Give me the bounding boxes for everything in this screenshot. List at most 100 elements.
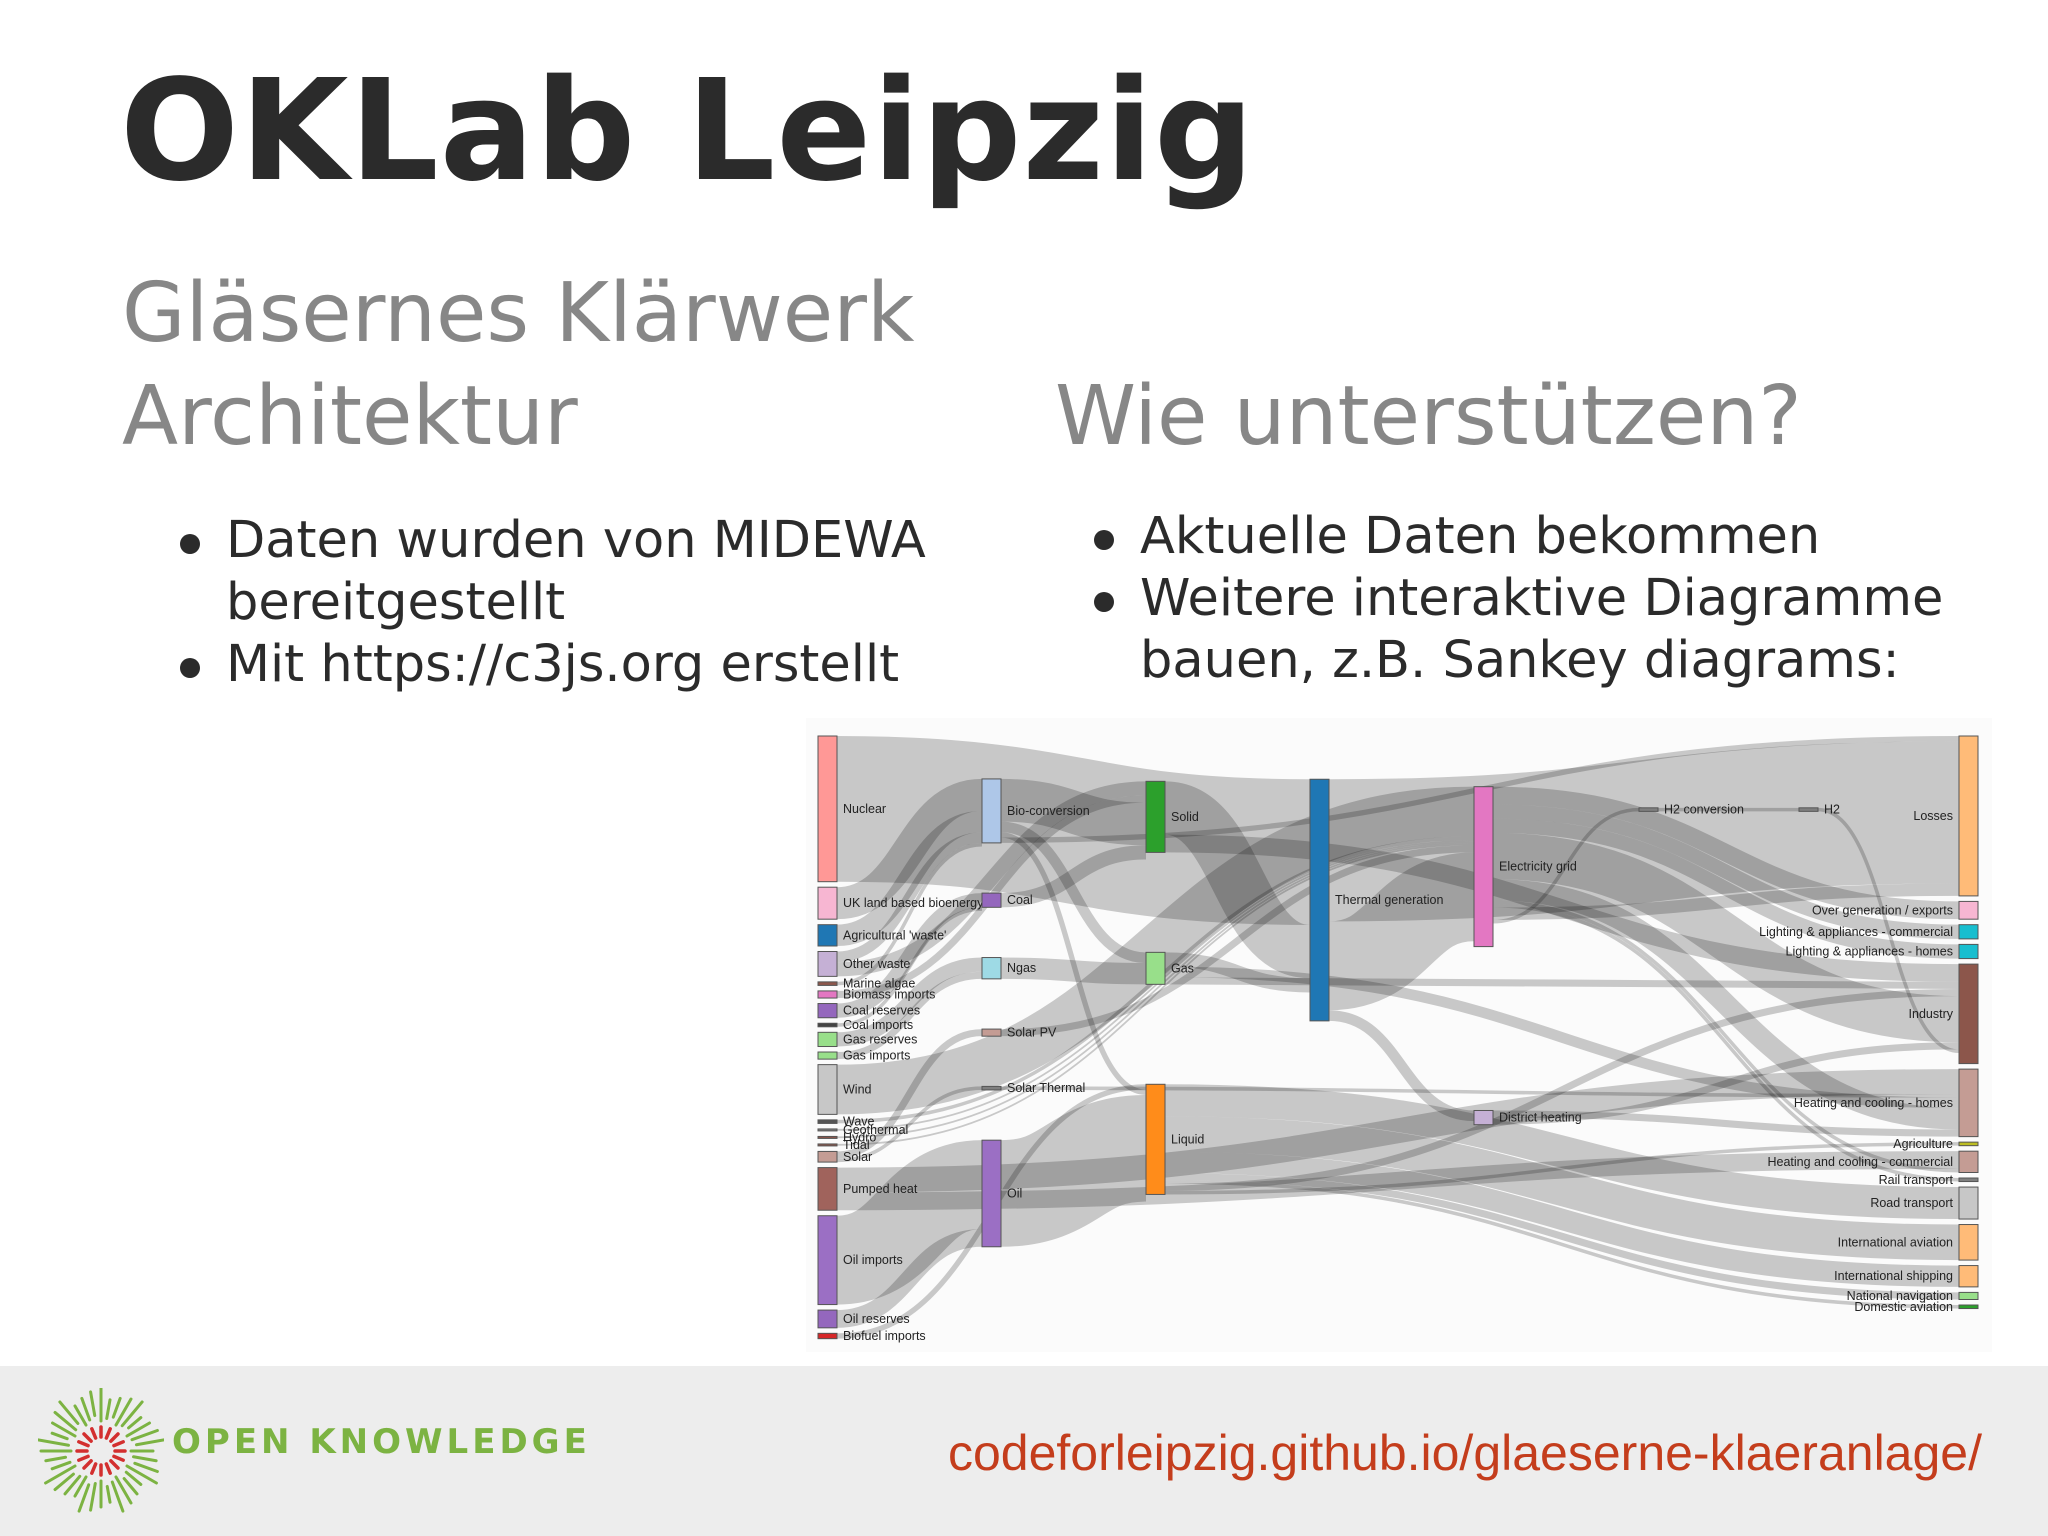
open-knowledge-logo-icon [38, 1388, 164, 1513]
sankey-link-coal_imports-to-coal [836, 907, 983, 1027]
sankey-node-label: Solar Thermal [1007, 1081, 1085, 1095]
bullet-dot-icon [180, 534, 200, 554]
sankey-node-h2 [1798, 807, 1819, 812]
logo-ray [50, 1431, 69, 1441]
org-name: OPEN KNOWLEDGE [172, 1422, 591, 1462]
logo-inner-ray [112, 1440, 125, 1448]
sankey-node-gas_reserves [817, 1031, 838, 1048]
sankey-link-thermal_generation-to-losses [1328, 741, 1960, 922]
sankey-node-label: Agriculture [1893, 1137, 1953, 1151]
sankey-node-gas [1145, 951, 1166, 985]
sankey-node-label: Nuclear [843, 802, 886, 816]
bullet-text: Aktuelle Daten bekommen [1140, 507, 1821, 566]
sankey-link-liquid-to-road_transport [1164, 1084, 1960, 1220]
sankey-node-label: Domestic aviation [1854, 1300, 1953, 1314]
logo-ray [50, 1460, 72, 1471]
logo-ray [44, 1455, 68, 1463]
logo-ray [105, 1398, 112, 1421]
logo-ray [110, 1480, 125, 1513]
sankey-link-solar_thermal-to-heating_homes [1000, 1086, 1960, 1098]
sankey-node-international_shipping [1958, 1265, 1979, 1288]
sankey-node-agriculture [1958, 1141, 1979, 1147]
right-bullet-list: Aktuelle Daten bekommen Weitere interakt… [1094, 506, 2020, 692]
sankey-node-label: Road transport [1870, 1196, 1953, 1210]
sankey-node-label: H2 conversion [1664, 803, 1744, 817]
sankey-link-bio_conversion-to-gas [1000, 821, 1147, 964]
sankey-node-biofuel_imports [817, 1332, 838, 1340]
logo-ray [125, 1421, 151, 1438]
sankey-node-label: Industry [1909, 1007, 1954, 1021]
bullet-dot-icon [1094, 592, 1114, 612]
sankey-node-label: Losses [1913, 809, 1953, 823]
sankey-link-oil-to-liquid [998, 1094, 1149, 1247]
logo-ray [131, 1455, 158, 1463]
sankey-node-label: Other waste [843, 957, 910, 971]
logo-inner-ray [90, 1462, 98, 1475]
sankey-node-label: Oil [1007, 1186, 1022, 1200]
logo-ray [105, 1484, 112, 1504]
sankey-link-electricity_grid-to-rail_transport [1492, 903, 1960, 1182]
bullet-item: Daten wurden von MIDEWA bereitgestellt [180, 510, 986, 634]
sankey-node-label: Lighting & appliances - homes [1786, 945, 1953, 959]
sankey-link-electricity_grid-to-heating_homes [1492, 879, 1960, 1130]
bullet-item: Aktuelle Daten bekommen [1094, 506, 2020, 568]
sankey-node-hydro [817, 1135, 838, 1139]
sankey-node-label: Ngas [1007, 961, 1036, 975]
sankey-node-lighting_commercial [1958, 924, 1979, 940]
sankey-node-geothermal [817, 1128, 838, 1132]
sankey-link-uk_bio-to-bio_conversion [835, 778, 984, 920]
sankey-node-lighting_homes [1958, 943, 1979, 960]
sankey-node-oil [981, 1139, 1002, 1248]
sankey-link-bio_conversion-to-liquid [1000, 832, 1147, 1095]
sankey-link-wind-to-electricity_grid [836, 786, 1475, 1115]
logo-inner-ray [77, 1454, 90, 1462]
sankey-link-marine_algae-to-bio_conversion [836, 842, 983, 986]
logo-ray [120, 1400, 144, 1428]
sankey-node-ngas [981, 957, 1002, 980]
project-url-link[interactable]: codeforleipzig.github.io/glaeserne-klaer… [947, 1425, 1982, 1481]
logo-ray [125, 1464, 158, 1485]
bullet-item: Mit https://c3js.org erstellt [180, 634, 986, 696]
logo-ray [122, 1477, 139, 1496]
sankey-node-marine_algae [817, 981, 838, 986]
sankey-link-ngas-to-gas [1000, 957, 1147, 985]
sankey-node-heating_commercial [1958, 1150, 1979, 1173]
sankey-link-bio_conversion-to-solid [1000, 778, 1147, 846]
sankey-link-oil_reserves-to-oil [836, 1229, 983, 1328]
footer-bar: OPEN KNOWLEDGE codeforleipzig.github.io/… [0, 1366, 2048, 1536]
sankey-node-label: District heating [1499, 1111, 1582, 1125]
logo-inner-ray [104, 1462, 112, 1475]
bullet-dot-icon [1094, 530, 1114, 550]
sankey-node-label: Liquid [1171, 1132, 1204, 1146]
sankey-link-solid-to-thermal_generation [1162, 781, 1313, 979]
bullet-dot-icon [180, 658, 200, 678]
sankey-node-coal_imports [817, 1022, 838, 1028]
logo-ray [127, 1416, 143, 1430]
sankey-node-heating_homes [1958, 1068, 1979, 1138]
sankey-link-liquid-to-international_aviation [1164, 1116, 1960, 1261]
sankey-node-label: Heating and cooling - homes [1794, 1096, 1953, 1110]
sankey-node-label: Tidal [843, 1138, 870, 1152]
sankey-node-gas_imports [817, 1051, 838, 1060]
sankey-node-label: Biofuel imports [843, 1329, 926, 1343]
logo-ray [130, 1428, 159, 1442]
sankey-link-electricity_grid-to-lighting_homes [1492, 818, 1960, 959]
sankey-node-label: Wave [843, 1115, 875, 1129]
sankey-node-label: Hydro [843, 1130, 876, 1144]
sankey-node-nuclear [817, 735, 838, 883]
sankey-link-liquid-to-international_shipping [1164, 1151, 1960, 1287]
subtitle-line-section: Architektur [122, 369, 578, 465]
logo-inner-ray [104, 1427, 112, 1440]
sankey-node-solid [1145, 780, 1166, 853]
sankey-node-biomass_imports [817, 990, 838, 999]
sankey-link-oil_imports-to-oil [834, 1140, 985, 1305]
sankey-node-label: Over generation / exports [1812, 903, 1953, 917]
logo-ray [114, 1475, 133, 1505]
sankey-link-tidal-to-electricity_grid [836, 843, 1475, 1146]
sankey-link-district_heating-to-industry [1492, 1042, 1960, 1125]
logo-ray [114, 1397, 133, 1427]
sankey-node-label: Agricultural 'waste' [843, 928, 946, 942]
sankey-node-other_waste [817, 951, 838, 977]
sankey-node-national_navigation [1958, 1291, 1979, 1301]
sankey-link-electricity_grid-to-industry [1492, 832, 1960, 1043]
